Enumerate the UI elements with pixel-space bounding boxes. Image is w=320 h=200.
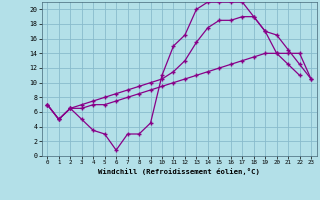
X-axis label: Windchill (Refroidissement éolien,°C): Windchill (Refroidissement éolien,°C) (98, 168, 260, 175)
